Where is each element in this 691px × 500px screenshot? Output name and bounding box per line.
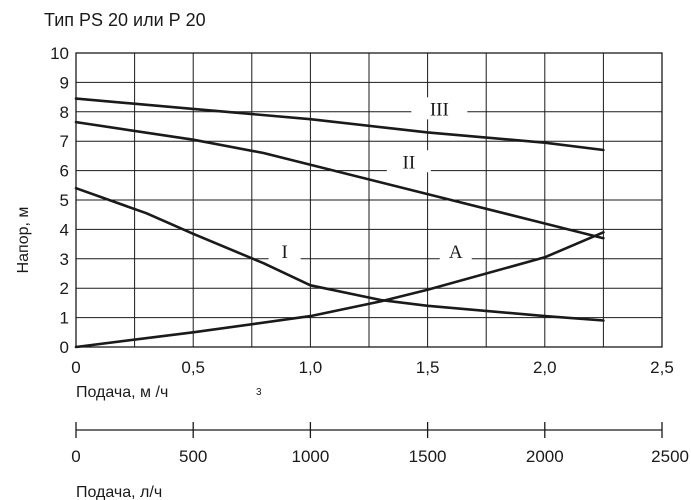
x2-tick-label: 2500 [651,447,689,466]
x-tick-label: 0 [71,358,80,377]
series-ii-label-bg [386,150,431,173]
series-i: I [74,186,605,322]
chart-title: Тип PS 20 или Р 20 [44,10,206,30]
x2-tick-label: 0 [71,447,80,466]
x2-tick-label: 1000 [291,447,329,466]
series-ii: II [74,120,605,240]
y-tick-label: 5 [60,191,69,210]
y-tick-label: 7 [60,132,69,151]
series-iii-label-bg [411,97,468,120]
x2-tick-label: 500 [179,447,207,466]
series-i-label: I [281,242,287,263]
x-tick-label: 1,5 [416,358,440,377]
series-iii-line [74,97,605,152]
secondary-x-axis [75,422,663,438]
x-axis-label-superscript: 3 [256,387,262,398]
series-i-line [74,186,605,322]
y-tick-label: 2 [60,279,69,298]
series-a-line [74,231,605,349]
y-tick-label: 4 [60,220,69,239]
x-tick-label: 0,5 [181,358,205,377]
y-tick-label: 1 [60,309,69,328]
y-tick-label: 10 [50,44,69,63]
x-tick-labels: 0 0,5 1,0 1,5 2,0 2,5 [71,358,674,377]
x2-tick-label: 1500 [409,447,447,466]
y-tick-label: 0 [60,338,69,357]
x2-axis-label: Подача, л/ч [76,484,162,500]
x2-tick-labels: 0 500 1000 1500 2000 2500 [71,447,689,466]
x-tick-label: 1,0 [299,358,323,377]
x-tick-label: 2,5 [650,358,674,377]
series-i-label-bg [268,239,301,262]
x-axis-label: Подача, м /ч [76,384,168,401]
plot-frame [75,52,663,348]
series-ii-line [74,120,605,240]
y-axis-label: Напор, м [15,207,32,274]
y-tick-label: 9 [60,73,69,92]
series-iii-label: III [430,99,449,120]
x2-tick-label: 2000 [526,447,564,466]
y-tick-label: 8 [60,103,69,122]
y-tick-label: 6 [60,162,69,181]
series-ii-label: II [403,152,416,173]
series-iii: III [74,97,605,152]
series-a-label-bg [439,239,472,262]
x-tick-label: 2,0 [533,358,557,377]
y-tick-label: 3 [60,250,69,269]
series-a-label: A [449,242,463,263]
series-a: A [74,231,605,349]
y-tick-labels: 0 1 2 3 4 5 6 7 8 9 10 [50,44,69,357]
